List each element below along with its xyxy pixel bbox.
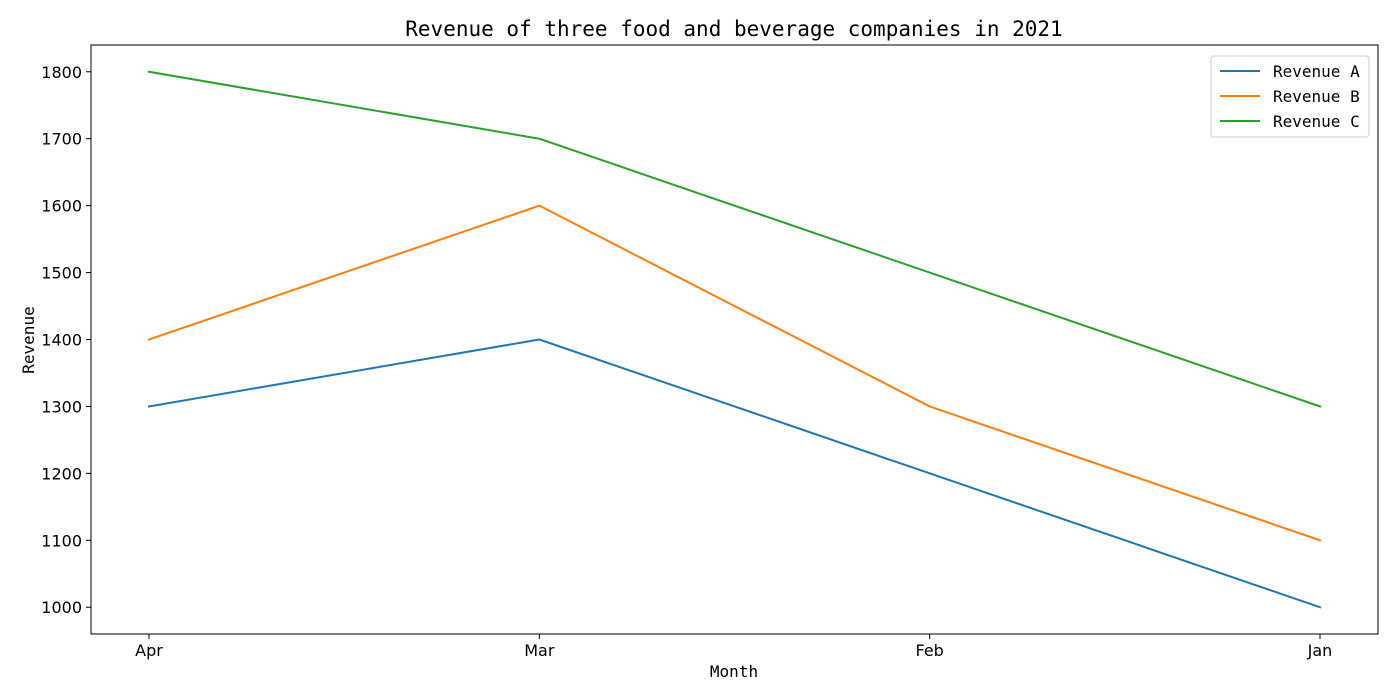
x-axis-label: Month (710, 662, 758, 681)
legend-label-3: Revenue C (1273, 112, 1360, 131)
y-tick-label: 1600 (41, 197, 82, 216)
y-tick-label: 1100 (41, 531, 82, 550)
series-line-1 (147, 338, 1322, 609)
legend: Revenue A Revenue B Revenue C (1210, 55, 1370, 138)
y-tick-label: 1500 (41, 264, 82, 283)
x-tick-label: Mar (524, 641, 555, 660)
plot-area-frame (90, 44, 1379, 635)
plot-lines (147, 70, 1322, 609)
legend-box (1210, 55, 1370, 138)
x-axis: Apr Mar Feb Jan (135, 634, 1332, 660)
x-tick-label: Feb (916, 641, 944, 660)
x-tick-label: Apr (135, 641, 163, 660)
series-line-2 (147, 204, 1322, 542)
chart-title: Revenue of three food and beverage compa… (405, 17, 1062, 41)
y-tick-label: 1700 (41, 130, 82, 149)
legend-label-1: Revenue A (1273, 62, 1360, 81)
y-axis: 1000 1100 1200 1300 1400 1500 1600 1700 1800 (41, 63, 91, 617)
legend-label-2: Revenue B (1273, 87, 1360, 106)
x-tick-label: Jan (1307, 641, 1333, 660)
y-tick-label: 1800 (41, 63, 82, 82)
y-tick-label: 1200 (41, 464, 82, 483)
y-tick-label: 1000 (41, 598, 82, 617)
series-line-3 (147, 70, 1322, 408)
y-axis-label: Revenue (19, 306, 38, 373)
y-tick-label: 1300 (41, 397, 82, 416)
y-tick-label: 1400 (41, 331, 82, 350)
